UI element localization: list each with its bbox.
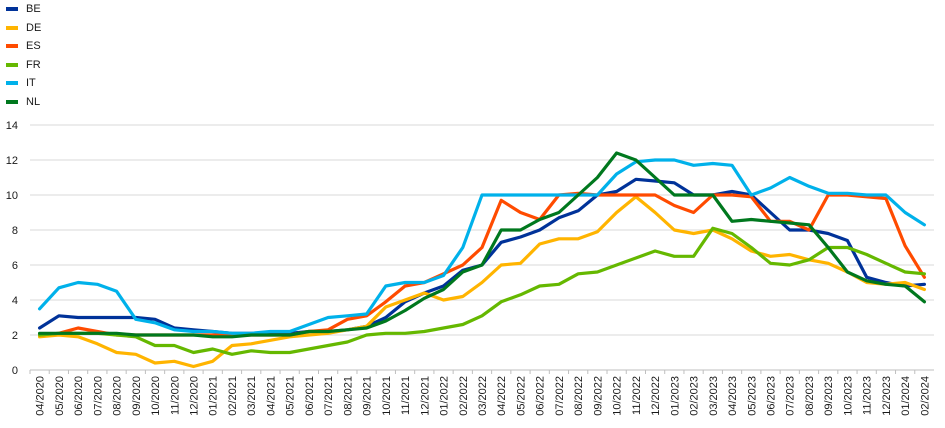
legend-swatch <box>6 7 18 12</box>
legend-label: BE <box>26 3 41 16</box>
x-tick-label: 09/2022 <box>592 376 604 416</box>
x-axis: 04/2020 05/2020 06/2020 07/2020 08/2020 09/20… <box>29 369 934 416</box>
x-tick-label: 06/2023 <box>766 376 778 416</box>
series-line-it <box>37 158 927 335</box>
legend: BE DE ES FR IT NL <box>6 0 41 111</box>
x-tick-label: 04/2022 <box>496 376 508 416</box>
x-tick-label: 08/2020 <box>112 376 124 416</box>
x-tick-label: 06/2021 <box>304 376 316 416</box>
x-tick-label: 04/2023 <box>727 376 739 416</box>
x-tick-label: 06/2022 <box>535 376 547 416</box>
x-tick-label: 10/2023 <box>842 376 854 416</box>
legend-item-de: DE <box>6 19 41 38</box>
legend-swatch <box>6 44 18 49</box>
x-tick-label: 11/2021 <box>400 376 412 415</box>
x-tick-label: 11/2023 <box>862 376 874 415</box>
legend-swatch <box>6 99 18 104</box>
x-tick-label: 11/2020 <box>169 376 181 415</box>
x-tick-label: 09/2023 <box>823 376 835 416</box>
x-tick-label: 01/2021 <box>208 376 220 416</box>
x-tick-label: 08/2021 <box>342 376 354 416</box>
x-tick-label: 09/2021 <box>362 376 374 416</box>
y-axis: 0 2 4 6 8 10 12 14 <box>6 120 18 377</box>
legend-swatch <box>6 62 18 67</box>
x-tick-label: 12/2021 <box>419 376 431 416</box>
x-tick-label: 05/2023 <box>746 376 758 416</box>
x-tick-label: 04/2021 <box>265 376 277 416</box>
x-tick-label: 02/2021 <box>227 376 239 416</box>
x-tick-label: 07/2020 <box>92 376 104 416</box>
x-tick-label: 05/2020 <box>54 376 66 416</box>
y-tick-label: 4 <box>12 295 18 307</box>
legend-item-it: IT <box>6 74 41 93</box>
legend-item-fr: FR <box>6 56 41 75</box>
legend-label: FR <box>26 58 41 71</box>
x-tick-label: 08/2022 <box>573 376 585 416</box>
y-tick-label: 12 <box>6 155 18 167</box>
x-tick-label: 12/2022 <box>650 376 662 416</box>
x-tick-label: 03/2022 <box>477 376 489 416</box>
y-tick-label: 0 <box>12 365 18 377</box>
x-tick-label: 09/2020 <box>131 376 143 416</box>
x-tick-label: 03/2023 <box>708 376 720 416</box>
x-tick-label: 03/2021 <box>246 376 258 416</box>
x-tick-label: 02/2023 <box>689 376 701 416</box>
y-tick-label: 10 <box>6 190 18 202</box>
x-tick-label: 07/2023 <box>785 376 797 416</box>
legend-item-nl: NL <box>6 93 41 112</box>
y-tick-label: 14 <box>6 120 18 132</box>
x-tick-label: 08/2023 <box>804 376 816 416</box>
series-line-fr <box>37 226 927 356</box>
y-tick-label: 6 <box>12 260 18 272</box>
x-tick-label: 06/2020 <box>73 376 85 416</box>
x-tick-label: 05/2021 <box>285 376 297 416</box>
series-lines <box>37 151 927 369</box>
legend-item-be: BE <box>6 0 41 19</box>
y-tick-label: 2 <box>12 330 18 342</box>
x-tick-label: 04/2020 <box>35 376 47 416</box>
x-tick-label: 02/2022 <box>458 376 470 416</box>
legend-swatch <box>6 81 18 86</box>
y-tick-label: 8 <box>12 225 18 237</box>
x-tick-label: 07/2021 <box>323 376 335 416</box>
legend-label: IT <box>26 77 36 90</box>
series-line-nl <box>37 151 927 339</box>
legend-label: DE <box>26 21 42 34</box>
legend-swatch <box>6 25 18 30</box>
x-tick-label: 02/2024 <box>919 376 931 416</box>
x-tick-label: 10/2020 <box>150 376 162 416</box>
x-tick-label: 10/2021 <box>381 376 393 416</box>
legend-item-es: ES <box>6 37 41 56</box>
x-tick-label: 01/2022 <box>439 376 451 416</box>
x-tick-label: 11/2022 <box>631 376 643 415</box>
legend-label: NL <box>26 95 41 108</box>
x-tick-label: 07/2022 <box>554 376 566 416</box>
series-line-de <box>37 195 927 369</box>
x-tick-label: 12/2023 <box>881 376 893 416</box>
x-tick-label: 01/2024 <box>900 376 912 416</box>
x-tick-label: 12/2020 <box>188 376 200 416</box>
x-tick-label: 01/2023 <box>669 376 681 416</box>
x-tick-label: 10/2022 <box>612 376 624 416</box>
legend-label: ES <box>26 40 41 53</box>
x-tick-label: 05/2022 <box>515 376 527 416</box>
